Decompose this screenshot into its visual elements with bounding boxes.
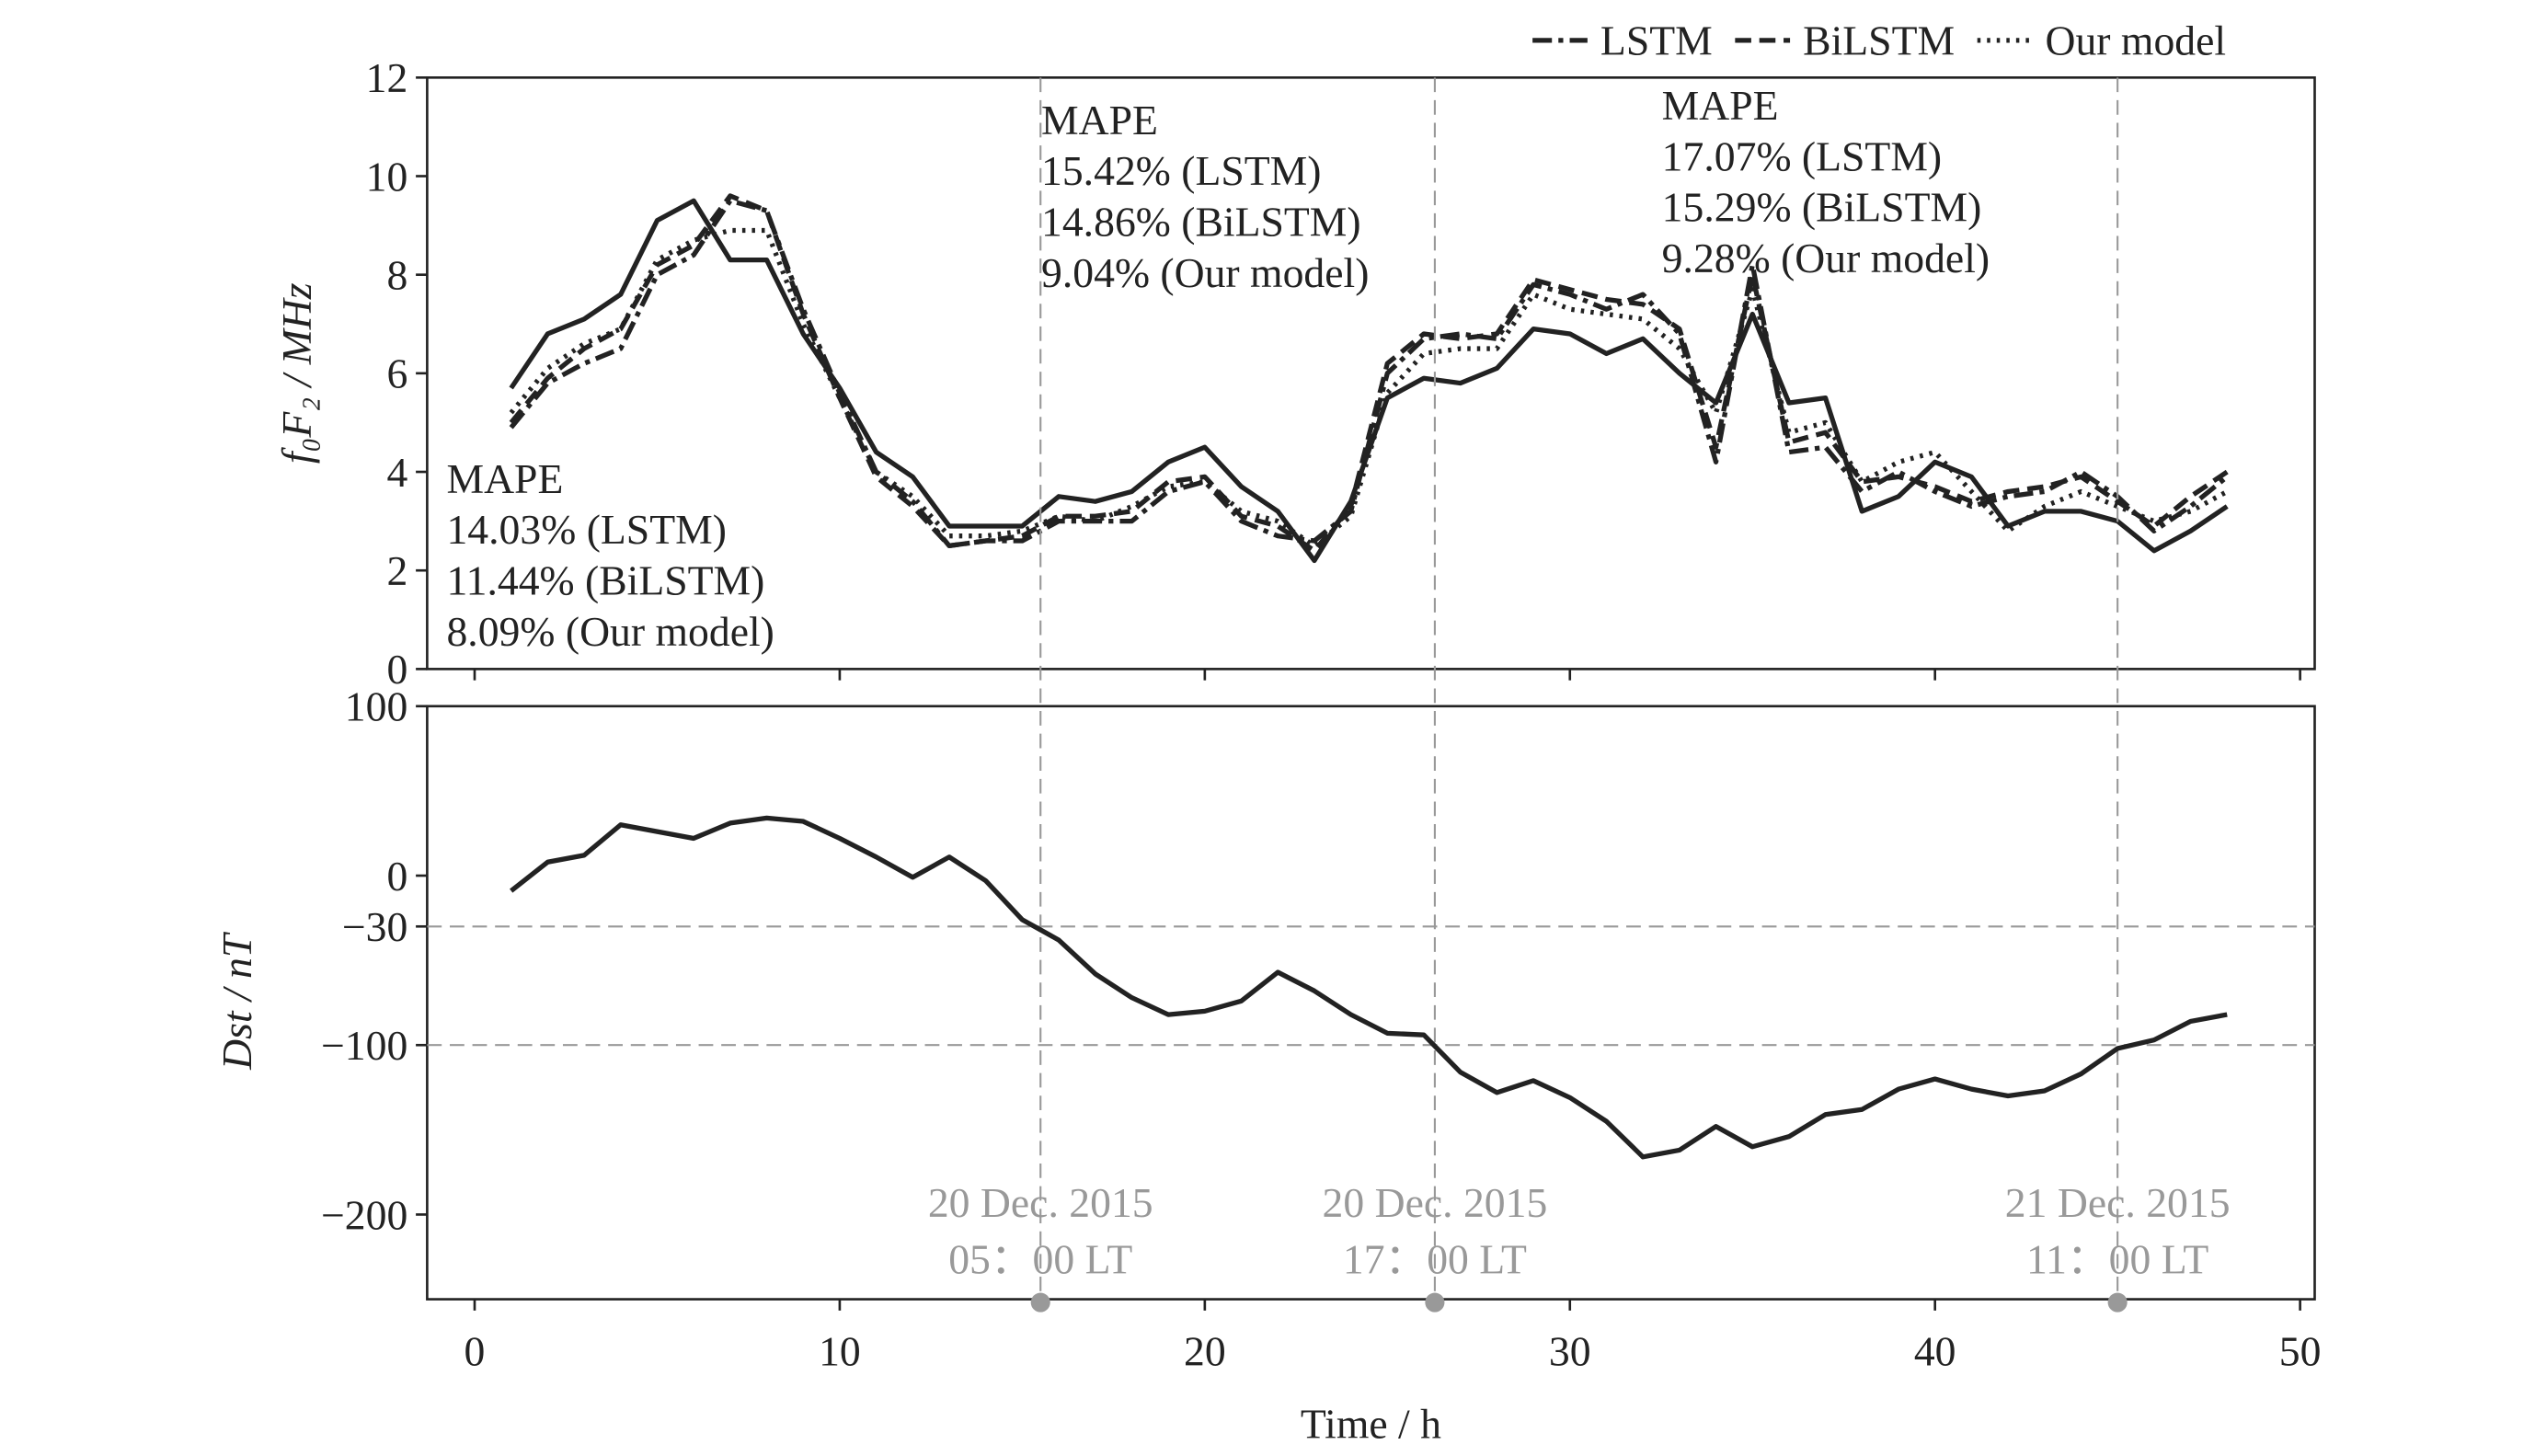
series-line bbox=[509, 227, 2229, 549]
mape-annotation: 14.03% (LSTM) bbox=[446, 506, 726, 553]
y-axis-label: f₀F₂ / MHz bbox=[273, 282, 320, 464]
x-tick-label: 20 bbox=[1184, 1328, 1226, 1375]
data-line bbox=[510, 815, 2228, 1160]
mape-annotation: 17.07% (LSTM) bbox=[1662, 132, 1942, 179]
event-marker bbox=[1030, 1292, 1050, 1313]
bottom-plot-frame bbox=[426, 705, 2316, 1301]
mape-annotation: MAPE bbox=[1662, 82, 1779, 129]
legend-label: LSTM bbox=[1600, 17, 1713, 64]
event-marker bbox=[2107, 1292, 2128, 1313]
y-tick-label: −100 bbox=[321, 1022, 407, 1069]
y-tick-label: 8 bbox=[386, 251, 407, 298]
y-tick-label: 10 bbox=[366, 153, 408, 200]
event-marker bbox=[1425, 1292, 1445, 1313]
y-tick-label: −30 bbox=[342, 903, 407, 950]
y-tick-label: −200 bbox=[321, 1191, 407, 1238]
x-tick-label: 30 bbox=[1549, 1328, 1591, 1375]
y-tick-label: 2 bbox=[386, 547, 407, 594]
mape-annotation: 15.29% (BiLSTM) bbox=[1662, 184, 1982, 231]
event-label: 20 Dec. 2015 bbox=[1323, 1179, 1548, 1226]
mape-annotation: 14.86% (BiLSTM) bbox=[1041, 199, 1361, 246]
event-label: 05：00 LT bbox=[948, 1235, 1132, 1282]
y-axis-label: Dst / nT bbox=[213, 931, 260, 1071]
event-label: 20 Dec. 2015 bbox=[928, 1179, 1153, 1226]
x-tick-label: 0 bbox=[465, 1328, 486, 1375]
y-tick-label: 100 bbox=[345, 683, 408, 730]
mape-annotation: 9.04% (Our model) bbox=[1041, 249, 1369, 296]
y-tick-label: 6 bbox=[386, 350, 407, 397]
y-tick-label: 12 bbox=[366, 54, 408, 101]
event-label: 17：00 LT bbox=[1343, 1235, 1527, 1282]
x-axis-label: Time / h bbox=[1301, 1401, 1441, 1448]
mape-annotation: 11.44% (BiLSTM) bbox=[446, 557, 764, 604]
x-tick-label: 10 bbox=[819, 1328, 861, 1375]
y-tick-label: 4 bbox=[386, 449, 407, 496]
x-tick-label: 40 bbox=[1914, 1328, 1956, 1375]
mape-annotation: MAPE bbox=[1041, 97, 1158, 143]
y-tick-label: 0 bbox=[386, 646, 407, 693]
mape-annotation: 9.28% (Our model) bbox=[1662, 235, 1990, 281]
y-tick-label: 0 bbox=[386, 853, 407, 900]
event-label: 11：00 LT bbox=[2026, 1235, 2208, 1282]
legend-label: BiLSTM bbox=[1803, 17, 1955, 64]
mape-annotation: MAPE bbox=[446, 455, 563, 502]
series-line bbox=[509, 193, 2229, 554]
x-tick-label: 50 bbox=[2279, 1328, 2322, 1375]
event-label: 21 Dec. 2015 bbox=[2005, 1179, 2231, 1226]
mape-annotation: 8.09% (Our model) bbox=[446, 608, 774, 655]
mape-annotation: 15.42% (LSTM) bbox=[1041, 147, 1321, 194]
legend-label: Our model bbox=[2045, 17, 2226, 64]
